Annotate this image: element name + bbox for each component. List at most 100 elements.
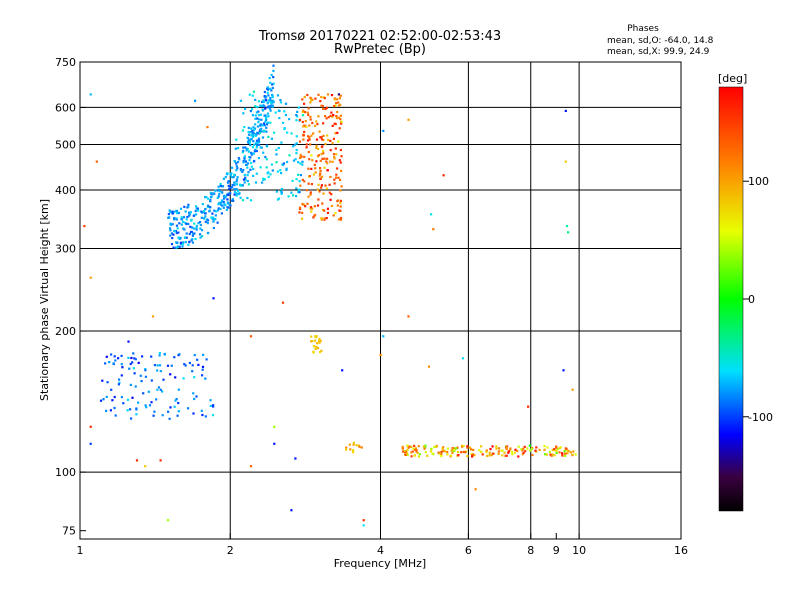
data-point	[339, 161, 342, 164]
data-point	[139, 374, 142, 377]
data-point	[318, 130, 321, 133]
data-point	[189, 225, 192, 228]
data-point	[256, 139, 259, 142]
data-point	[435, 445, 438, 448]
data-point	[403, 449, 406, 453]
data-point	[212, 216, 215, 219]
data-point	[187, 243, 190, 246]
data-point	[329, 175, 332, 179]
data-point	[413, 454, 416, 457]
x-tick-label: 1	[77, 544, 84, 557]
data-point	[188, 213, 191, 216]
data-point	[254, 133, 257, 136]
data-point	[120, 374, 123, 377]
data-point	[259, 124, 262, 127]
data-point	[253, 128, 256, 131]
data-point	[292, 194, 295, 197]
data-point	[336, 98, 339, 101]
data-point	[233, 184, 236, 187]
data-point	[534, 449, 537, 452]
data-point	[410, 455, 413, 458]
data-point	[290, 191, 293, 194]
data-point	[262, 151, 265, 154]
data-point	[360, 446, 363, 449]
data-point	[401, 447, 404, 450]
data-point	[214, 218, 217, 221]
data-point	[153, 364, 156, 367]
data-point	[144, 375, 147, 378]
data-point	[261, 136, 265, 139]
data-point	[263, 178, 266, 181]
data-point	[466, 455, 469, 458]
data-point	[339, 103, 342, 106]
data-point	[109, 409, 112, 412]
data-point	[272, 64, 275, 67]
data-point	[462, 450, 465, 453]
data-point	[298, 118, 302, 121]
data-point	[261, 108, 264, 111]
data-point	[413, 444, 416, 447]
data-point	[233, 188, 236, 191]
data-point	[352, 449, 355, 452]
data-point	[99, 399, 103, 402]
data-point	[323, 217, 326, 220]
data-point	[167, 213, 170, 216]
data-point	[275, 153, 278, 156]
data-point	[304, 120, 307, 123]
data-point	[538, 448, 541, 451]
data-point	[189, 211, 192, 214]
data-point	[251, 114, 254, 117]
data-point	[247, 150, 251, 153]
data-point	[407, 315, 410, 318]
data-point	[215, 210, 218, 213]
data-point	[457, 454, 460, 457]
data-point	[415, 450, 418, 453]
data-point	[352, 441, 355, 444]
data-point	[264, 107, 267, 110]
data-point	[273, 425, 276, 428]
data-point	[188, 214, 191, 217]
data-point	[288, 154, 291, 157]
data-point	[510, 450, 514, 453]
data-point	[325, 117, 328, 120]
data-point	[202, 353, 205, 356]
data-point	[212, 404, 215, 407]
data-point	[569, 451, 572, 454]
data-point	[320, 153, 323, 156]
data-point	[262, 177, 265, 180]
data-point	[253, 143, 256, 146]
data-point	[266, 86, 269, 89]
data-point	[217, 209, 220, 212]
data-point	[307, 150, 310, 154]
data-point	[472, 448, 475, 452]
data-point	[336, 110, 339, 114]
data-point	[254, 148, 257, 151]
data-point	[113, 395, 116, 399]
data-point	[235, 165, 238, 168]
data-point	[265, 118, 268, 122]
data-point	[295, 187, 298, 190]
data-point	[334, 123, 337, 126]
data-point	[352, 451, 355, 454]
data-point	[442, 174, 445, 177]
data-point	[334, 212, 337, 215]
data-point	[316, 123, 319, 126]
data-point	[558, 447, 561, 450]
data-point	[314, 167, 317, 170]
data-point	[307, 107, 310, 110]
data-point	[340, 169, 343, 172]
data-point	[252, 152, 255, 155]
data-point	[334, 104, 337, 107]
data-point	[145, 406, 148, 409]
data-point	[401, 450, 405, 453]
phases-heading: Phases	[627, 24, 659, 34]
data-point	[308, 124, 311, 127]
data-point	[328, 183, 331, 186]
data-point	[299, 153, 302, 156]
data-point	[272, 82, 275, 85]
data-point	[338, 159, 341, 162]
data-point	[480, 445, 483, 448]
data-point	[221, 191, 224, 194]
data-point	[317, 147, 320, 151]
